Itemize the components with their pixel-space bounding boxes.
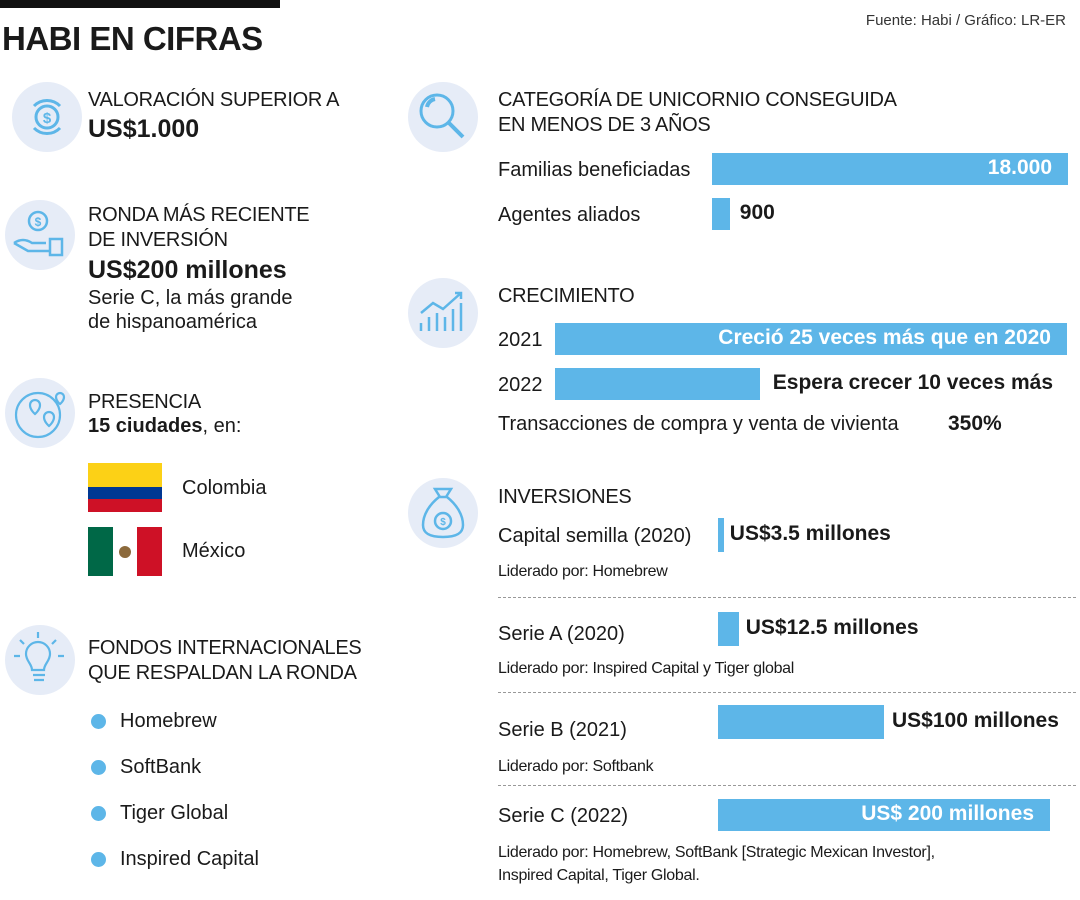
fund-name: Homebrew: [120, 709, 217, 732]
funds-caption-2: QUE RESPALDAN LA RONDA: [88, 662, 357, 684]
transactions-label: Transacciones de compra y venta de vivie…: [498, 413, 899, 435]
bar: [718, 612, 739, 646]
bar: [718, 518, 724, 552]
svg-text:$: $: [43, 110, 52, 127]
dollar-coin-icon: $: [12, 82, 82, 152]
bullet-icon: [91, 713, 106, 729]
top-rule: [0, 0, 280, 8]
bar: [712, 198, 730, 230]
svg-text:$: $: [35, 215, 42, 229]
bar: [555, 368, 760, 400]
bullet-icon: [91, 805, 106, 821]
presence-line: 15 ciudades, en:: [88, 414, 241, 439]
growth-caption: CRECIMIENTO: [498, 285, 635, 307]
country-mexico: México: [182, 540, 246, 562]
leader-note: Liderado por: Homebrew: [498, 563, 668, 580]
bar-value-label: 18.000: [987, 156, 1052, 179]
presence-caption: PRESENCIA: [88, 391, 201, 413]
bar-value-label: 900: [739, 201, 775, 224]
mexico-flag: [88, 527, 163, 576]
valuation-caption: VALORACIÓN SUPERIOR A: [88, 89, 340, 111]
fund-item: Tiger Global: [91, 790, 259, 836]
magnifier-icon: [408, 82, 478, 152]
fund-name: SoftBank: [120, 755, 202, 778]
source-note: Fuente: Habi / Gráfico: LR-ER: [865, 12, 1066, 29]
round-caption-2: DE INVERSIÓN: [88, 229, 228, 251]
globe-pins-icon: [5, 378, 75, 448]
bar-value-label: US$12.5 millones: [745, 616, 919, 639]
round-value: US$200 millones: [88, 256, 287, 284]
country-colombia: Colombia: [182, 477, 267, 499]
fund-name: Tiger Global: [120, 801, 229, 824]
fund-item: Homebrew: [91, 698, 259, 744]
bar-label: Serie C (2022): [498, 805, 629, 827]
svg-text:$: $: [440, 517, 446, 528]
bar-value-label: US$3.5 millones: [729, 522, 891, 545]
leader-note: Liderado por: Inspired Capital y Tiger g…: [498, 660, 795, 677]
bar: 18.000: [712, 153, 1068, 185]
bar: US$ 200 millones: [718, 799, 1050, 831]
leader-note: Liderado por: Softbank: [498, 758, 654, 775]
leader-note: Liderado por: Homebrew, SoftBank [Strate…: [498, 844, 935, 861]
hand-coin-icon: $: [5, 200, 75, 270]
bar-label: Serie A (2020): [498, 623, 625, 645]
bullet-icon: [91, 759, 106, 775]
divider: [498, 597, 1076, 598]
bar-label: Capital semilla (2020): [498, 525, 692, 547]
bar-label: Agentes aliados: [498, 204, 641, 226]
round-note-2: de hispanoamérica: [88, 311, 257, 333]
bar-value-label: US$ 200 millones: [861, 802, 1034, 825]
round-caption-1: RONDA MÁS RECIENTE: [88, 204, 310, 226]
colombia-flag: [88, 463, 162, 512]
fund-name: Inspired Capital: [120, 847, 259, 870]
leader-note: Inspired Capital, Tiger Global.: [498, 867, 700, 884]
transactions-value: 350%: [948, 412, 1002, 435]
unicorn-caption-2: EN MENOS DE 3 AÑOS: [498, 114, 711, 136]
fund-item: Inspired Capital: [91, 836, 259, 882]
bar-value-label: US$100 millones: [892, 709, 1059, 732]
bar-label: Serie B (2021): [498, 719, 627, 741]
unicorn-caption-1: CATEGORÍA DE UNICORNIO CONSEGUIDA: [498, 89, 897, 111]
valuation-value: US$1.000: [88, 115, 200, 143]
bar-value-label: Espera crecer 10 veces más: [772, 371, 1054, 394]
bullet-icon: [91, 851, 106, 867]
page-title: HABI EN CIFRAS: [2, 20, 263, 57]
bar: Creció 25 veces más que en 2020: [555, 323, 1067, 355]
divider: [498, 692, 1076, 693]
investments-caption: INVERSIONES: [498, 486, 632, 508]
round-note-1: Serie C, la más grande: [88, 287, 293, 309]
cities-count: 15 ciudades: [88, 415, 203, 437]
divider: [498, 785, 1076, 786]
growth-chart-icon: [408, 278, 478, 348]
lightbulb-icon: [5, 625, 75, 695]
fund-item: SoftBank: [91, 744, 259, 790]
bar-label: 2022: [498, 374, 543, 396]
funds-list: Homebrew SoftBank Tiger Global Inspired …: [91, 698, 259, 882]
funds-caption-1: FONDOS INTERNACIONALES: [88, 637, 362, 659]
money-bag-icon: $: [408, 478, 478, 548]
cities-suffix: , en:: [202, 415, 242, 437]
bar: [718, 705, 884, 739]
bar-label: Familias beneficiadas: [498, 159, 691, 181]
bar-value-label: Creció 25 veces más que en 2020: [718, 326, 1051, 349]
bar-label: 2021: [498, 329, 543, 351]
